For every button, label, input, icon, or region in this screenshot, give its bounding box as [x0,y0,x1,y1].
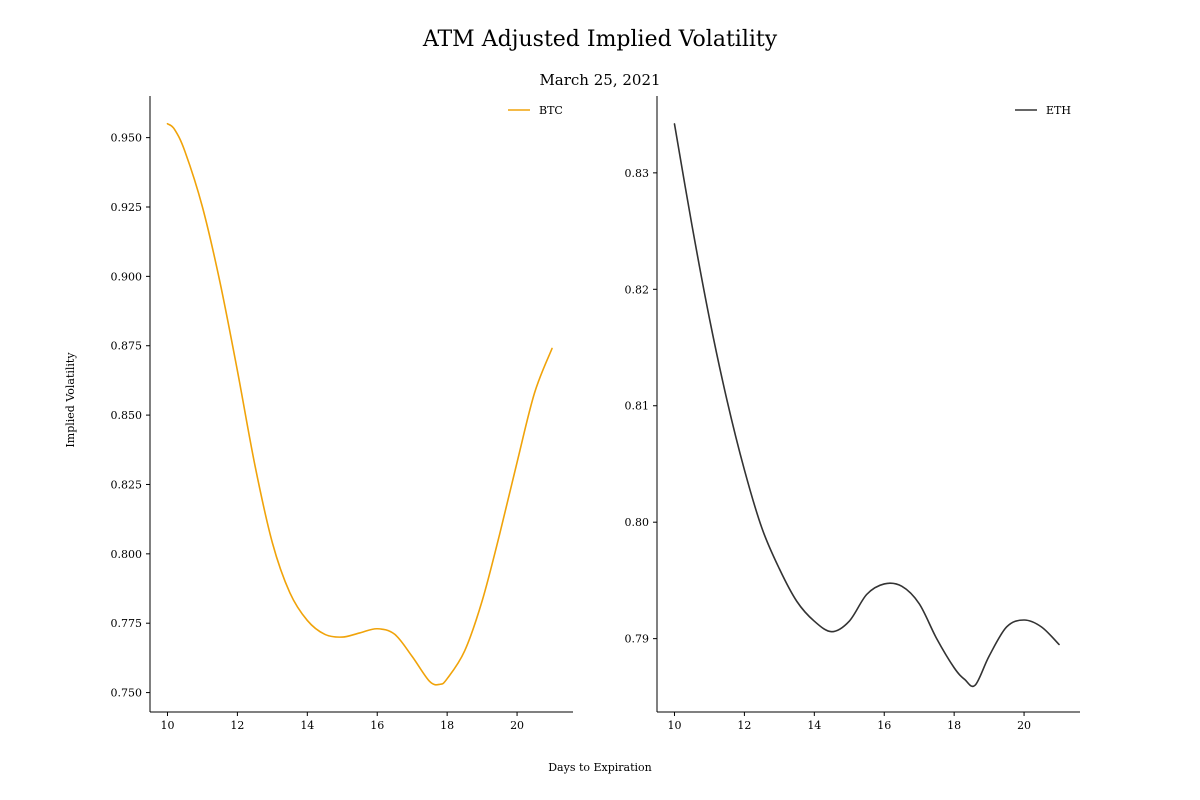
btc-y-tick-label: 0.800 [111,548,143,561]
btc-y-tick-label: 0.900 [111,270,143,283]
eth-x-tick-label: 16 [877,719,891,732]
btc-x-tick-label: 10 [160,719,174,732]
eth-y-tick-label: 0.79 [625,633,650,646]
btc-x-tick-label: 20 [510,719,524,732]
eth-x-tick-label: 18 [947,719,961,732]
figure-title: ATM Adjusted Implied Volatility [422,27,778,52]
x-axis-label: Days to Expiration [548,761,652,774]
btc-y-tick-label: 0.925 [111,201,143,214]
eth-chart-panel: 10 12 14 16 18 20 0.79 0.80 0.81 0.82 0.83 ETH [625,96,1080,732]
eth-x-tick-label: 14 [807,719,821,732]
eth-series-line [673,123,1060,688]
btc-y-tick-label: 0.850 [111,409,143,422]
eth-legend-label: ETH [1046,104,1071,117]
btc-legend-label: BTC [539,104,563,117]
btc-x-tick-label: 12 [230,719,244,732]
btc-x-tick-label: 14 [300,719,314,732]
y-axis-label: Implied Volatility [64,352,77,448]
btc-y-tick-label: 0.950 [111,132,143,145]
eth-y-tick-label: 0.82 [625,283,650,296]
eth-y-tick-label: 0.80 [625,516,650,529]
eth-y-tick-label: 0.81 [625,400,650,413]
eth-y-tick-label: 0.83 [625,167,650,180]
btc-y-tick-label: 0.775 [111,617,143,630]
btc-chart-panel: 10 12 14 16 18 20 0.750 0.775 0.800 0.825 0.850 0.8… [111,96,573,732]
btc-series-line [166,122,553,686]
eth-x-tick-label: 20 [1017,719,1031,732]
eth-x-tick-label: 10 [667,719,681,732]
eth-x-tick-label: 12 [737,719,751,732]
btc-y-tick-label: 0.825 [111,478,143,491]
btc-y-tick-label: 0.875 [111,340,143,353]
figure-subtitle: March 25, 2021 [539,71,660,89]
btc-x-tick-label: 16 [370,719,384,732]
btc-y-tick-label: 0.750 [111,687,143,700]
btc-x-tick-label: 18 [440,719,454,732]
